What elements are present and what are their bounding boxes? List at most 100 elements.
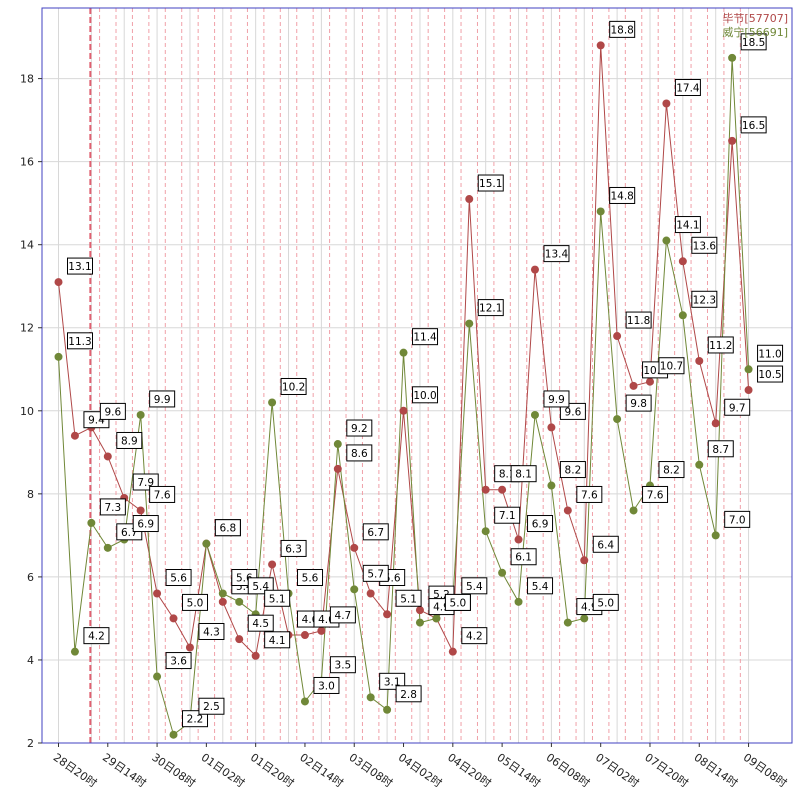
x-tick-label: 07日02时	[593, 751, 641, 790]
data-point	[300, 697, 309, 706]
data-label: 11.2	[707, 336, 734, 354]
data-label: 15.1	[477, 174, 504, 192]
data-label-text: 13.4	[545, 249, 569, 261]
data-label-box	[116, 431, 143, 449]
x-tick-label: 01日20时	[248, 751, 296, 790]
data-label-text: 5.1	[400, 593, 417, 605]
data-point	[744, 365, 753, 374]
data-label-box	[99, 402, 126, 420]
data-label: 3.0	[313, 676, 340, 694]
data-point	[54, 278, 63, 287]
data-point	[695, 356, 704, 365]
data-point	[481, 527, 490, 536]
data-label-box	[658, 461, 685, 479]
data-label-box	[362, 523, 389, 541]
data-label-text: 17.4	[676, 83, 700, 95]
data-label-text: 9.6	[565, 406, 582, 418]
data-label: 5.0	[444, 593, 471, 611]
x-tick-label: 04日02时	[396, 751, 444, 790]
x-tick-label: 06日08时	[544, 751, 592, 790]
data-label-box	[592, 593, 619, 611]
data-label-text: 10.0	[413, 390, 436, 402]
data-label: 11.0	[757, 344, 784, 362]
data-label: 4.2	[461, 627, 488, 645]
data-label-box	[510, 465, 537, 483]
data-label: 5.0	[592, 593, 619, 611]
data-label-text: 4.5	[252, 618, 269, 630]
data-label: 7.6	[576, 485, 603, 503]
data-label-text: 3.0	[318, 680, 335, 692]
data-point	[596, 207, 605, 216]
data-label-box	[757, 344, 784, 362]
data-label: 12.1	[477, 299, 504, 317]
data-point	[333, 440, 342, 449]
x-tick-label: 29日14时	[100, 751, 148, 790]
data-label: 10.0	[412, 386, 439, 404]
data-label: 10.5	[757, 365, 784, 383]
data-point	[268, 398, 277, 407]
data-point	[399, 348, 408, 357]
data-label-text: 3.5	[335, 660, 352, 672]
x-tick-label: 05日14时	[494, 751, 542, 790]
x-tick-label: 03日08时	[347, 751, 395, 790]
y-tick-label: 8	[27, 488, 34, 501]
data-point	[498, 568, 507, 577]
data-label: 5.1	[395, 589, 422, 607]
data-point	[333, 464, 342, 473]
data-label-box	[625, 311, 652, 329]
data-point	[399, 406, 408, 415]
data-point	[366, 693, 375, 702]
data-label-text: 5.1	[269, 593, 286, 605]
data-point	[530, 410, 539, 419]
data-label-text: 8.9	[121, 435, 138, 447]
data-label-text: 12.1	[479, 303, 502, 315]
data-label-box	[329, 606, 356, 624]
data-label-box	[362, 564, 389, 582]
data-point	[465, 319, 474, 328]
data-label-text: 4.2	[466, 631, 483, 643]
data-point	[728, 136, 737, 145]
data-label: 7.6	[149, 485, 176, 503]
data-label-box	[592, 535, 619, 553]
data-point	[218, 597, 227, 606]
data-point	[514, 597, 523, 606]
data-label-text: 13.1	[68, 261, 91, 273]
data-label: 18.5	[740, 33, 767, 51]
data-label: 5.6	[297, 569, 324, 587]
data-label-text: 9.2	[351, 423, 368, 435]
data-label: 4.2	[83, 627, 110, 645]
data-label: 13.6	[691, 236, 718, 254]
data-label-box	[740, 116, 767, 134]
data-label-box	[461, 577, 488, 595]
data-point	[645, 377, 654, 386]
data-label-text: 4.3	[203, 626, 220, 638]
y-tick-label: 10	[20, 405, 34, 418]
data-point	[169, 614, 178, 623]
data-point	[744, 386, 753, 395]
data-label: 6.7	[362, 523, 389, 541]
data-label: 5.1	[264, 589, 291, 607]
data-label-text: 6.4	[597, 539, 614, 551]
data-label-box	[707, 336, 734, 354]
series-layer	[54, 41, 753, 739]
data-label-box	[313, 676, 340, 694]
legend-entry: 威宁[56691]	[722, 25, 788, 39]
data-label-text: 3.6	[170, 656, 187, 668]
data-label: 9.2	[346, 419, 373, 437]
data-label-text: 12.3	[693, 294, 716, 306]
data-label-text: 11.0	[758, 348, 781, 360]
data-label-box	[412, 328, 439, 346]
data-label-box	[346, 419, 373, 437]
data-label-box	[543, 390, 570, 408]
data-label-box	[329, 656, 356, 674]
data-label: 18.8	[609, 20, 636, 38]
data-label-text: 6.9	[137, 519, 154, 531]
data-label-box	[494, 506, 521, 524]
data-label-box	[395, 589, 422, 607]
data-label: 8.9	[116, 431, 143, 449]
data-point	[547, 423, 556, 432]
x-tick-label: 28日20时	[51, 751, 99, 790]
data-label: 6.9	[132, 515, 159, 533]
data-label-text: 4.1	[269, 635, 286, 647]
data-label-text: 7.1	[499, 510, 516, 522]
